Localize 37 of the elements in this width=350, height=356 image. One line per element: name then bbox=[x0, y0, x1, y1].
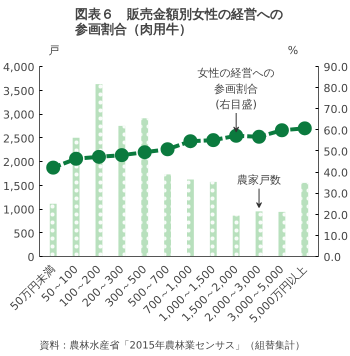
y2-axis-title: % bbox=[288, 44, 298, 57]
point bbox=[138, 145, 152, 160]
point bbox=[92, 150, 106, 164]
y-tick-label: 0 bbox=[28, 251, 34, 264]
point bbox=[274, 123, 289, 138]
y2-tick-label: 40.0 bbox=[324, 166, 348, 180]
y-axis-title: 戸 bbox=[48, 44, 60, 57]
y2-tick-label: 20.0 bbox=[324, 208, 348, 222]
y-tick-label: 1,000 bbox=[3, 204, 35, 216]
y-tick-label: 500 bbox=[14, 227, 35, 240]
y-tick-label: 2,500 bbox=[3, 132, 35, 146]
y2-tick-label: 60.0 bbox=[324, 124, 348, 138]
point bbox=[252, 130, 266, 144]
y2-tick-label: 0.0 bbox=[324, 251, 341, 264]
y2-tick-label: 90.0 bbox=[324, 61, 348, 74]
point bbox=[46, 160, 60, 175]
point bbox=[229, 128, 244, 143]
point bbox=[160, 142, 175, 156]
point bbox=[206, 133, 220, 148]
y2-tick-label: 10.0 bbox=[324, 230, 348, 243]
y2-tick-label: 80.0 bbox=[324, 82, 348, 96]
y2-tick-label: 30.0 bbox=[324, 188, 348, 201]
y2-tick-label: 50.0 bbox=[324, 145, 348, 158]
series-label: 女性の経営への参画割合(右目盛) bbox=[198, 66, 275, 111]
y-tick-label: 2,000 bbox=[3, 156, 35, 169]
y-tick-label: 3,000 bbox=[3, 108, 35, 122]
y-tick-label: 3,500 bbox=[3, 84, 35, 98]
y-tick-label: 4,000 bbox=[3, 61, 35, 74]
point bbox=[298, 121, 312, 136]
series-label: 農家戸数 bbox=[237, 174, 282, 187]
chart-title: 図表６ 販売金額別女性の経営への参画割合（肉用牛） bbox=[74, 6, 283, 38]
y2-tick-label: 70.0 bbox=[324, 103, 348, 116]
point bbox=[183, 134, 198, 148]
point bbox=[114, 148, 129, 162]
y-tick-label: 1,500 bbox=[3, 180, 35, 193]
point bbox=[69, 152, 84, 166]
text: 資料：農林水産省「2015年農林業センサス」（組替集計） bbox=[40, 340, 305, 352]
